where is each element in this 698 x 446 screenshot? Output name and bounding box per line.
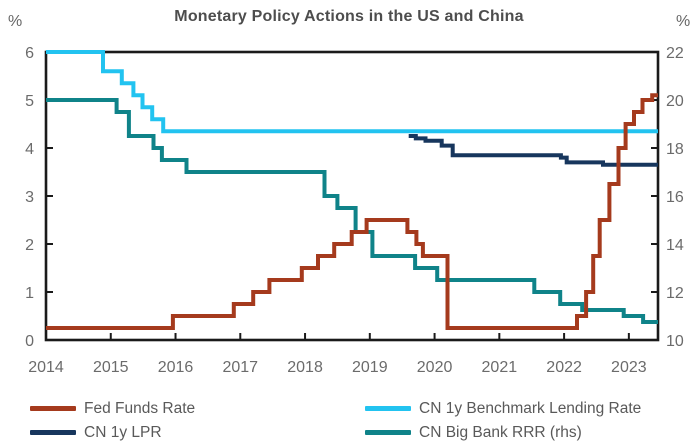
x-tick-label: 2018 [287,359,323,376]
y-left-tick-label: 1 [25,285,34,302]
y-right-tick-label: 20 [666,93,684,110]
fed-funds-rate-swatch [30,406,76,411]
x-tick-label: 2023 [611,359,647,376]
fed-funds-rate-line [46,93,658,330]
y-right-tick-label: 12 [666,285,684,302]
y-left-tick-label: 5 [25,93,34,110]
x-tick-label: 2019 [352,359,388,376]
y-right-tick-label: 14 [666,237,684,254]
right-axis-unit-label: % [676,13,691,30]
cn-1y-benchmark-lending-rate-line [46,50,658,134]
legend-label: CN 1y LPR [84,423,162,441]
cn-benchmark-swatch [365,406,411,411]
y-left-tick-label: 6 [25,45,34,62]
y-right-tick-label: 22 [666,45,684,62]
cn-rrr-swatch [365,430,411,435]
left-axis-unit-label: % [8,13,23,30]
x-tick-label: 2014 [28,359,64,376]
y-right-tick-label: 16 [666,189,684,206]
legend-item-fed-funds-rate: Fed Funds Rate [30,397,365,420]
x-tick-label: 2017 [222,359,258,376]
x-tick-label: 2016 [158,359,194,376]
legend-item-cn-benchmark-lending-rate: CN 1y Benchmark Lending Rate [365,397,698,420]
y-left-tick-label: 4 [25,141,34,158]
legend-label: Fed Funds Rate [84,399,196,417]
chart-plot-area: 2014 2015 2016 2017 2018 2019 2020 2021 2022 2023… [25,45,684,376]
y-right-tick-label: 18 [666,141,684,158]
legend-item-cn-big-bank-rrr: CN Big Bank RRR (rhs) [365,421,698,444]
cn-lpr-swatch [30,430,76,435]
x-tick-label: 2021 [482,359,518,376]
legend-label: CN Big Bank RRR (rhs) [419,423,582,441]
legend-label: CN 1y Benchmark Lending Rate [419,399,642,417]
y-right-tick-label: 10 [666,333,684,350]
chart-legend: Fed Funds Rate CN 1y Benchmark Lending R… [0,397,698,444]
x-tick-label: 2020 [417,359,453,376]
cn-big-bank-rrr-rhs-line [46,98,658,324]
y-left-tick-label: 2 [25,237,34,254]
x-tick-label: 2015 [93,359,129,376]
x-tick-label: 2022 [546,359,582,376]
legend-item-cn-1y-lpr: CN 1y LPR [30,421,365,444]
y-left-tick-label: 0 [25,333,34,350]
y-left-tick-label: 3 [25,189,34,206]
chart-title: Monetary Policy Actions in the US and Ch… [174,8,524,25]
cn-1y-lpr-line [408,134,658,167]
